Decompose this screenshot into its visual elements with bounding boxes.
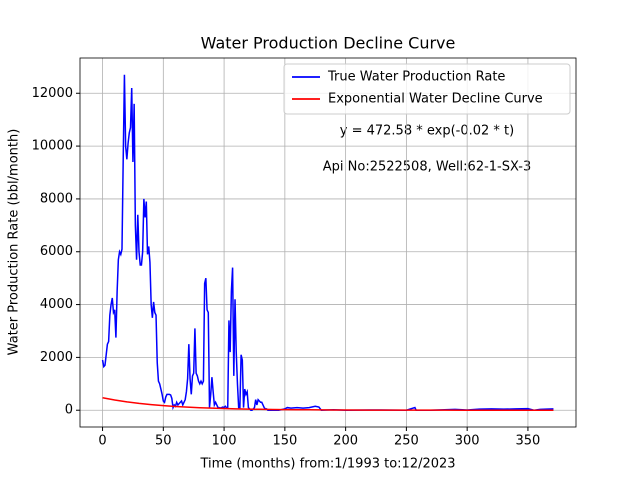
legend-label: True Water Production Rate — [327, 70, 505, 85]
plot-frame — [79, 57, 577, 428]
x-axis-label: Time (months) from:1/1993 to:12/2023 — [199, 457, 455, 472]
x-tick-label: 150 — [272, 434, 297, 449]
x-tick-label: 250 — [394, 434, 419, 449]
y-tick-label: 2000 — [40, 350, 73, 365]
y-tick-label: 6000 — [40, 244, 73, 259]
legend-box — [283, 63, 571, 115]
y-tick-label: 12000 — [32, 86, 73, 101]
x-tick-label: 0 — [98, 434, 106, 449]
chart-title: Water Production Decline Curve — [201, 34, 456, 53]
x-tick-label: 200 — [333, 434, 358, 449]
annotation: Api No:2522508, Well:62-1-SX-3 — [323, 160, 531, 175]
data-line — [102, 397, 554, 411]
y-tick-label: 8000 — [40, 191, 73, 206]
x-tick-label: 50 — [155, 434, 172, 449]
legend-label: Exponential Water Decline Curve — [328, 92, 543, 107]
x-tick-label: 350 — [516, 434, 541, 449]
y-tick-label: 4000 — [40, 297, 73, 312]
y-tick-label: 0 — [65, 403, 73, 418]
x-tick-label: 300 — [455, 434, 480, 449]
y-axis-label: Water Production Rate (bbl/month) — [7, 129, 22, 356]
annotation: y = 472.58 * exp(-0.02 * t) — [340, 124, 514, 139]
x-tick-label: 100 — [212, 434, 237, 449]
y-tick-label: 10000 — [32, 139, 73, 154]
